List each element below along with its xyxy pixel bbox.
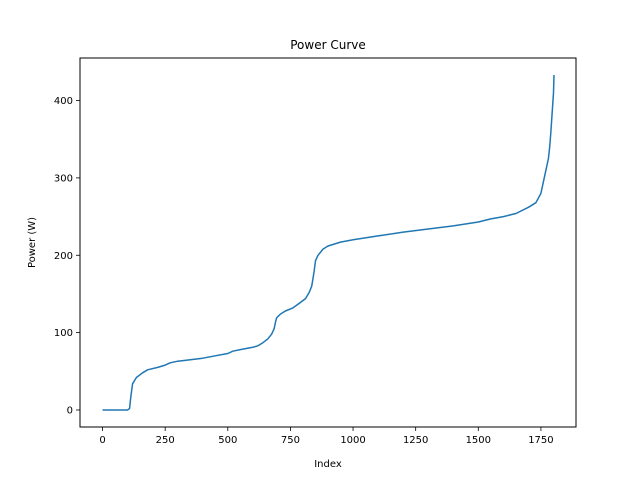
y-tick-label: 300 [54, 173, 73, 184]
y-tick-label: 200 [54, 251, 73, 262]
x-tick-label: 0 [99, 435, 105, 446]
x-tick-label: 1500 [466, 435, 491, 446]
x-tick-label: 1000 [340, 435, 365, 446]
plot-area: 0 250 500 750 1000 1250 1500 1750 0 100 200 300 400 [54, 57, 577, 446]
x-tick-label: 750 [281, 435, 300, 446]
x-axis-label: Index [314, 459, 342, 470]
series-layer [102, 74, 555, 411]
x-axis: 0 250 500 750 1000 1250 1500 1750 [99, 427, 554, 446]
power-series-line [102, 74, 555, 411]
y-axis-label: Power (W) [27, 217, 38, 268]
y-tick-label: 400 [54, 96, 73, 107]
y-axis: 0 100 200 300 400 [54, 96, 80, 416]
x-tick-label: 1250 [403, 435, 428, 446]
y-tick-label: 0 [67, 405, 73, 416]
x-tick-label: 500 [218, 435, 237, 446]
chart-title: Power Curve [290, 38, 366, 52]
axes-frame [79, 57, 577, 428]
x-tick-label: 250 [156, 435, 175, 446]
x-tick-label: 1750 [528, 435, 553, 446]
y-tick-label: 100 [54, 328, 73, 339]
